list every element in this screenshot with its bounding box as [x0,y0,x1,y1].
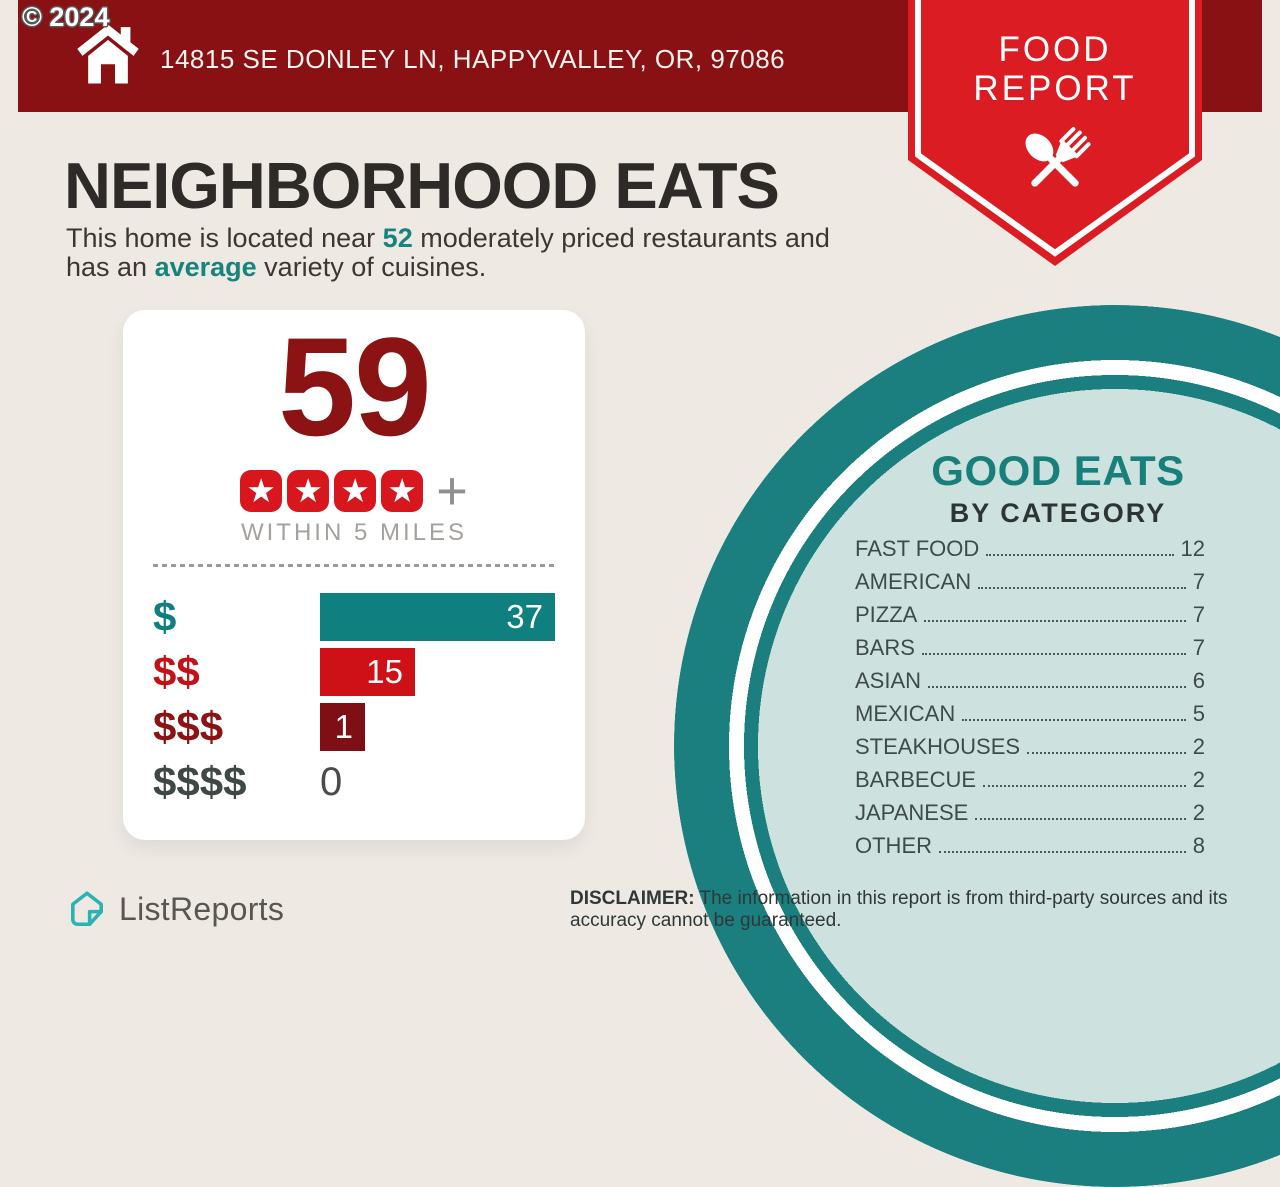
category-list: FAST FOOD 12 AMERICAN 7 PIZZA 7 BARS 7 ASIAN 6 MEX… [855,536,1205,866]
category-value: 7 [1192,602,1205,627]
good-eats-subtitle: BY CATEGORY [949,498,1167,528]
restaurant-count-highlight: 52 [382,223,413,253]
category-value: 6 [1192,668,1205,693]
category-row: STEAKHOUSES 2 [855,734,1205,767]
price-tier-label: $ [153,593,177,640]
star-icon: ★ [334,470,377,512]
category-row: BARBECUE 2 [855,767,1205,800]
price-tier-bar: 1 [320,703,365,751]
category-value: 5 [1192,701,1205,726]
listreports-wordmark: ListReports [119,890,285,927]
price-tier-row: $$ 15 [153,648,557,696]
category-value: 12 [1180,536,1205,561]
dotted-leader [928,686,1186,688]
price-tier-zero-value: 0 [320,759,343,804]
category-row: ASIAN 6 [855,668,1205,701]
dotted-leader [1027,752,1186,754]
star-icon: ★ [240,470,283,512]
category-label: AMERICAN [855,569,972,594]
price-tier-row: $$$$ 0 [153,758,557,806]
variety-highlight: average [154,252,257,282]
category-value: 7 [1192,635,1205,660]
star-icon: ★ [381,470,424,512]
category-row: FAST FOOD 12 [855,536,1205,569]
category-value: 2 [1192,767,1205,792]
dotted-leader [962,719,1186,721]
category-label: FAST FOOD [855,536,980,561]
price-tier-row: $$$ 1 [153,703,557,751]
listreports-house-icon [71,891,103,927]
page-title: NEIGHBORHOOD EATS [64,149,780,222]
food-report-ribbon [908,0,1202,266]
intro-paragraph: This home is located near 52 moderately … [66,223,830,282]
good-eats-heading: GOOD EATS BY CATEGORY [858,447,1258,529]
category-label: MEXICAN [855,701,956,726]
price-tier-bar-chart: $37 $$ 15 $$$ 1 $$$$ 0 [153,593,557,813]
category-row: PIZZA 7 [855,602,1205,635]
star-icon: ★ [287,470,330,512]
dotted-leader [986,554,1174,556]
category-label: BARS [855,635,915,660]
price-tier-label: $$$$ [153,758,247,805]
listreports-logo: ListReports [66,888,284,930]
stats-card: 59 ★ ★ ★ ★ + WITHIN 5 MILES $37 $$ 15 $$$ 1 $$$$ 0 [123,310,585,840]
category-row: JAPANESE 2 [855,800,1205,833]
category-value: 7 [1192,569,1205,594]
dotted-leader [983,785,1186,787]
category-value: 8 [1192,833,1205,858]
dotted-leader [978,587,1186,589]
price-tier-row: $37 [153,593,557,641]
price-tier-bar: 15 [320,648,415,696]
category-value: 2 [1192,800,1205,825]
category-label: OTHER [855,833,932,858]
category-value: 2 [1192,734,1205,759]
category-label: BARBECUE [855,767,977,792]
plus-icon: + [436,461,468,521]
ribbon-title: FOOD REPORT [973,30,1137,108]
divider [153,564,555,567]
category-row: BARS 7 [855,635,1205,668]
property-address: 14815 SE DONLEY LN, HAPPYVALLEY, OR, 970… [160,44,786,74]
dotted-leader [939,851,1186,853]
category-label: PIZZA [855,602,918,627]
category-row: OTHER 8 [855,833,1205,866]
category-label: STEAKHOUSES [855,734,1021,759]
disclaimer: DISCLAIMER: The information in this repo… [570,888,1228,931]
category-row: MEXICAN 5 [855,701,1205,734]
spoon-fork-icon [1025,127,1091,187]
dotted-leader [924,620,1186,622]
category-label: JAPANESE [855,800,969,825]
dotted-leader [975,818,1186,820]
home-icon [77,24,139,84]
price-tier-label: $$$ [153,703,224,750]
good-eats-title: GOOD EATS [931,447,1185,494]
restaurant-total-count: 59 [278,308,432,465]
category-label: ASIAN [855,668,922,693]
star-rating: ★ ★ ★ ★ + [123,461,585,521]
price-tier-label: $$ [153,648,200,695]
copyright-text: © 2024 [22,2,110,32]
dotted-leader [921,653,1186,655]
radius-label: WITHIN 5 MILES [240,519,468,546]
price-tier-bar: 37 [320,593,555,641]
category-row: AMERICAN 7 [855,569,1205,602]
